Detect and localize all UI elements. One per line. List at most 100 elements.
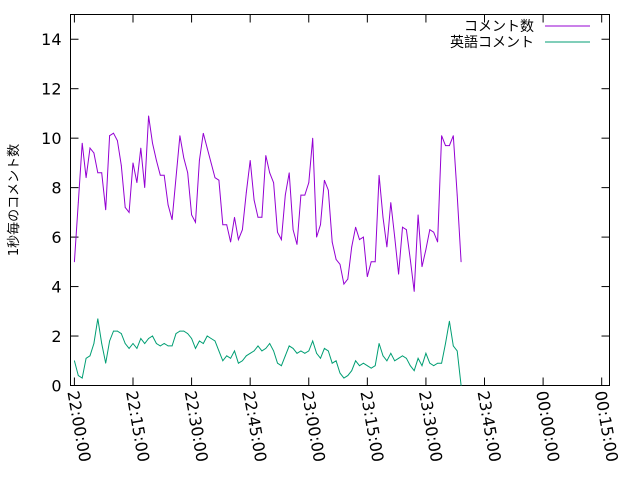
series-1-point bbox=[343, 283, 345, 285]
series-1-point bbox=[198, 160, 200, 161]
series-1-point bbox=[109, 135, 110, 137]
x-tick-label: 23:30:00 bbox=[415, 389, 446, 463]
series-2-point bbox=[370, 367, 372, 369]
x-tick-label: 22:00:00 bbox=[63, 389, 94, 463]
series-2-point bbox=[304, 352, 306, 354]
series-1-point bbox=[339, 263, 341, 265]
series-1-point bbox=[253, 199, 255, 201]
series-2-point bbox=[284, 355, 286, 357]
series-line-1 bbox=[73, 115, 462, 292]
tick-marks bbox=[70, 14, 610, 386]
series-2-point bbox=[390, 352, 392, 354]
series-2-point bbox=[363, 362, 364, 364]
series-1-point bbox=[425, 249, 427, 250]
series-1-point bbox=[152, 142, 153, 144]
series-1-point bbox=[359, 239, 360, 240]
series-1-point bbox=[241, 229, 243, 231]
series-1-point bbox=[116, 140, 118, 142]
series-1-point bbox=[222, 224, 224, 226]
series-1-point bbox=[218, 179, 220, 181]
series-1-point bbox=[245, 192, 247, 193]
x-tick-label: 23:00:00 bbox=[298, 389, 329, 463]
series-2-point bbox=[300, 350, 302, 352]
series-2-point bbox=[74, 360, 75, 362]
series-1-point bbox=[97, 172, 99, 174]
series-1-point bbox=[335, 258, 337, 260]
series-1-point bbox=[421, 266, 423, 268]
series-1-point bbox=[77, 202, 79, 203]
series-1-point bbox=[269, 172, 271, 174]
series-2-point bbox=[214, 340, 216, 342]
series-1-point bbox=[163, 174, 165, 176]
series-1-point bbox=[120, 164, 122, 166]
series-2-point bbox=[163, 343, 165, 344]
series-1-point bbox=[210, 162, 212, 164]
series-1-point bbox=[187, 172, 189, 174]
series-1-point bbox=[265, 155, 267, 156]
series-2-point bbox=[89, 355, 91, 357]
series-1-point bbox=[156, 160, 157, 161]
series-2-point bbox=[452, 345, 454, 347]
series-2-point bbox=[316, 352, 317, 354]
series-2-point bbox=[234, 350, 235, 352]
series-2-point bbox=[85, 357, 87, 359]
series-2-point bbox=[148, 338, 150, 339]
series-2-point bbox=[124, 343, 126, 344]
series-1-point bbox=[460, 261, 462, 263]
series-2-point bbox=[343, 377, 345, 379]
series-2-point bbox=[265, 348, 267, 349]
series-1-point bbox=[316, 236, 317, 238]
series-1-point bbox=[191, 214, 192, 216]
series-2-point bbox=[93, 343, 95, 344]
series-1-point bbox=[433, 231, 435, 233]
series-1-point bbox=[445, 145, 446, 146]
series-2-point bbox=[245, 355, 247, 357]
series-2-point bbox=[281, 365, 282, 367]
series-1-point bbox=[394, 236, 396, 238]
series-2-point bbox=[347, 375, 349, 377]
series-1-point bbox=[351, 246, 353, 248]
series-2-point bbox=[140, 338, 142, 339]
series-2-point bbox=[171, 345, 173, 347]
y-tick-label: 4 bbox=[51, 278, 61, 297]
series-1-point bbox=[347, 278, 349, 280]
y-tick-label: 6 bbox=[51, 228, 61, 247]
series-2-point bbox=[433, 365, 435, 367]
series-1-point bbox=[159, 174, 161, 176]
series-2-point bbox=[218, 350, 220, 352]
series-2-point bbox=[116, 330, 118, 332]
series-1-point bbox=[214, 177, 216, 179]
series-2-point bbox=[238, 362, 239, 364]
series-1-point bbox=[105, 209, 107, 211]
series-1-point bbox=[296, 244, 298, 245]
series-1-point bbox=[308, 182, 310, 184]
series-1-point bbox=[405, 229, 407, 231]
series-2-point bbox=[292, 348, 294, 349]
series-2-point bbox=[374, 365, 376, 367]
series-2-point bbox=[156, 343, 157, 344]
series-2-point bbox=[167, 345, 169, 347]
series-1-point bbox=[124, 207, 126, 208]
series-1-point bbox=[374, 261, 376, 263]
series-2-point bbox=[378, 343, 380, 344]
series-2-point bbox=[191, 338, 192, 339]
series-2-point bbox=[101, 343, 103, 344]
series-1-point bbox=[390, 202, 392, 203]
series-2-point bbox=[308, 350, 310, 352]
x-tick-label: 00:00:00 bbox=[532, 389, 563, 463]
series-2-point bbox=[460, 385, 462, 386]
series-2-point bbox=[409, 365, 411, 367]
series-2-point bbox=[198, 340, 200, 342]
series-1-point bbox=[273, 182, 275, 184]
series-2-point bbox=[417, 357, 419, 359]
series-1-point bbox=[144, 187, 146, 189]
series-1-point bbox=[238, 239, 239, 240]
series-2-point bbox=[421, 365, 423, 367]
series-1-point bbox=[386, 246, 388, 248]
series-2-point bbox=[398, 357, 399, 359]
x-tick-label: 23:45:00 bbox=[474, 389, 505, 463]
x-tick-label: 22:45:00 bbox=[239, 389, 270, 463]
series-2-point bbox=[202, 343, 204, 344]
series-2-point bbox=[222, 360, 224, 362]
